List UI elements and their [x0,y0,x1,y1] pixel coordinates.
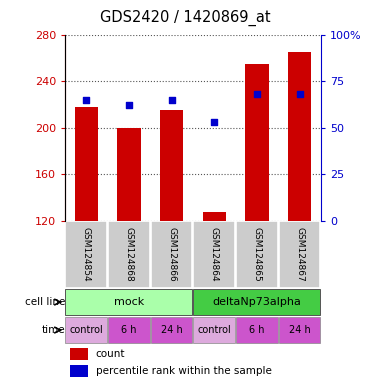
Bar [288,52,311,221]
Bar [65,221,107,288]
Bar [236,221,278,288]
Bar [108,318,150,343]
Text: GSM124866: GSM124866 [167,227,176,282]
Point [254,91,260,97]
Text: control: control [197,325,231,335]
Text: 6 h: 6 h [249,325,265,335]
Bar [279,221,321,288]
Point [126,103,132,109]
Bar [117,128,141,221]
Point [83,97,89,103]
Text: control: control [69,325,103,335]
Bar [75,107,98,221]
Bar [193,290,321,314]
Text: GSM124854: GSM124854 [82,227,91,282]
Bar [193,318,235,343]
Point [168,97,174,103]
Text: 6 h: 6 h [121,325,137,335]
Text: 24 h: 24 h [161,325,183,335]
Bar [151,221,193,288]
Bar [193,221,235,288]
Point [211,119,217,125]
Text: GDS2420 / 1420869_at: GDS2420 / 1420869_at [100,10,271,26]
Bar [70,348,88,360]
Text: cell line: cell line [24,297,65,307]
Bar [70,365,88,377]
Text: mock: mock [114,297,144,307]
Text: GSM124864: GSM124864 [210,227,219,282]
Text: GSM124867: GSM124867 [295,227,304,282]
Bar [236,318,278,343]
Bar [151,318,193,343]
Bar [279,318,321,343]
Bar [245,64,269,221]
Text: percentile rank within the sample: percentile rank within the sample [96,366,272,376]
Text: GSM124868: GSM124868 [124,227,134,282]
Text: deltaNp73alpha: deltaNp73alpha [213,297,301,307]
Text: count: count [96,349,125,359]
Bar [203,212,226,221]
Bar [108,221,150,288]
Bar [160,110,183,221]
Text: time: time [41,325,65,335]
Text: GSM124865: GSM124865 [252,227,262,282]
Bar [65,290,193,314]
Text: 24 h: 24 h [289,325,311,335]
Point [297,91,303,97]
Bar [65,318,107,343]
